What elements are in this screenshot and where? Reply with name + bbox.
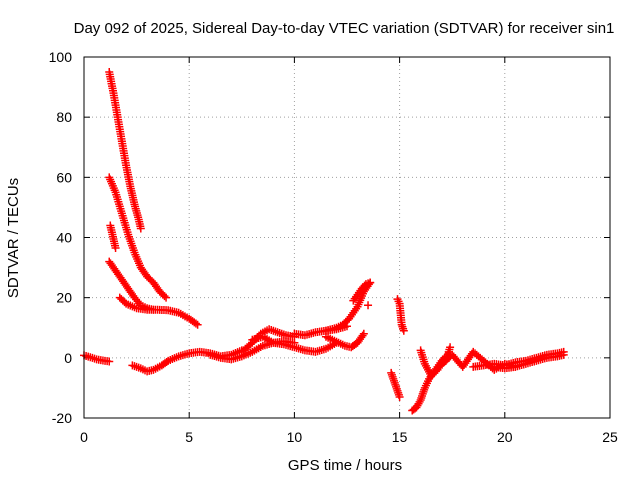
chart-title: Day 092 of 2025, Sidereal Day-to-day VTE… — [74, 20, 615, 37]
plot-frame — [83, 56, 611, 419]
x-tick-label: 15 — [392, 429, 408, 445]
y-tick-label: 60 — [56, 169, 72, 185]
y-tick-label: 20 — [56, 290, 72, 306]
x-tick-label: 0 — [80, 429, 88, 445]
series-arc-3 — [105, 173, 171, 302]
data-point — [446, 343, 455, 352]
y-axis-label: SDTVAR / TECUs — [5, 178, 22, 298]
grid — [84, 57, 610, 418]
data-point — [366, 278, 375, 287]
data-point — [193, 320, 202, 329]
x-tick-label: 20 — [497, 429, 513, 445]
data-point — [364, 301, 373, 310]
series-arc-2 — [105, 68, 145, 233]
data-point — [191, 319, 200, 328]
data-points — [80, 68, 568, 415]
y-tick-label: 40 — [56, 230, 72, 246]
y-tick-label: 0 — [64, 350, 72, 366]
data-point — [136, 224, 145, 233]
data-point — [162, 293, 171, 302]
data-point — [415, 397, 424, 406]
y-tick-label: 100 — [49, 49, 73, 65]
y-tick-label: 80 — [56, 109, 72, 125]
series-arc-4 — [106, 221, 120, 253]
series-arc-6 — [115, 293, 202, 329]
series-arc-16 — [387, 368, 404, 401]
data-point — [359, 329, 368, 338]
x-axis-label: GPS time / hours — [288, 457, 402, 474]
series-arc-13 — [321, 329, 368, 352]
series-arc-14 — [349, 278, 375, 305]
series-arc-22 — [490, 350, 568, 373]
series-arc-20 — [437, 347, 520, 374]
data-point — [358, 331, 367, 340]
series-arc-17 — [393, 295, 408, 335]
y-tick-label: -20 — [52, 410, 72, 426]
axis-ticks: 0 5 10 15 20 25 -20 0 20 40 60 80 100 — [49, 49, 618, 445]
x-tick-label: 5 — [185, 429, 193, 445]
data-point — [559, 350, 568, 359]
series-arc-5 — [105, 257, 158, 314]
data-point — [160, 292, 169, 301]
data-point — [105, 357, 114, 366]
data-point — [111, 244, 120, 253]
series-arc-15 — [364, 301, 373, 310]
x-tick-label: 25 — [602, 429, 618, 445]
x-tick-label: 10 — [287, 429, 303, 445]
data-point — [399, 326, 408, 335]
series-arc-1 — [80, 351, 114, 366]
series-arc-7 — [128, 346, 246, 376]
data-point — [395, 392, 404, 401]
